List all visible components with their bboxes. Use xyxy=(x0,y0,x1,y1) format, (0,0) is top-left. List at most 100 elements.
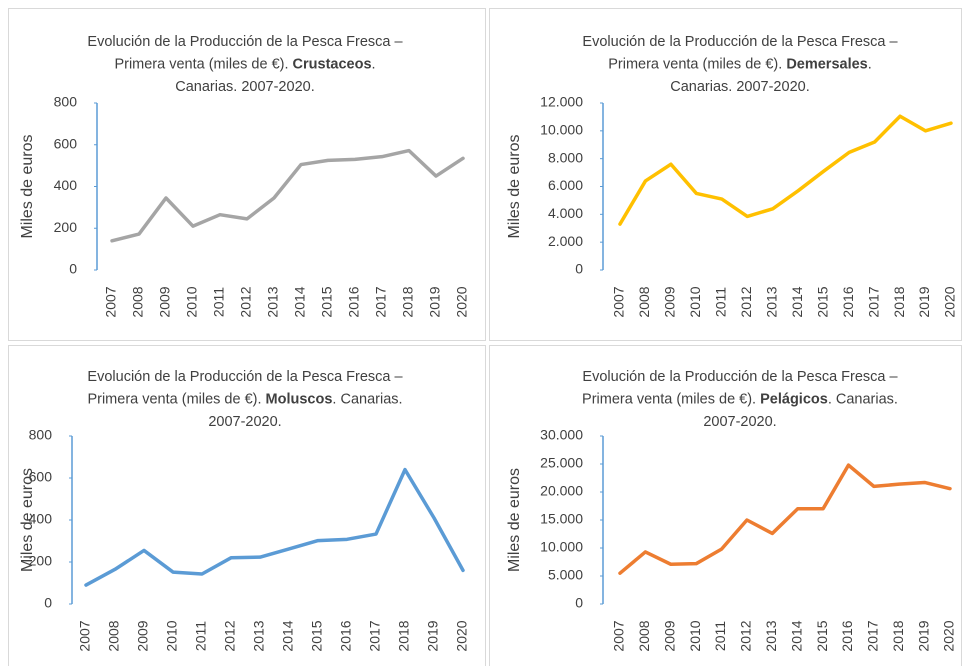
title-run: Evolución de la Producción de la Pesca F… xyxy=(582,34,898,50)
title-run: 2007-2020. xyxy=(703,414,776,430)
x-tick-label: 2012 xyxy=(222,620,238,651)
title-run: . xyxy=(868,56,872,72)
title-run: Evolución de la Producción de la Pesca F… xyxy=(87,34,403,50)
y-tick-label: 4.000 xyxy=(548,205,583,221)
x-tick-label: 2013 xyxy=(763,286,779,317)
x-tick-label: 2013 xyxy=(251,620,267,651)
x-tick-label: 2010 xyxy=(164,620,180,651)
chart-title: 2007-2020. xyxy=(703,414,776,430)
chart-title: 2007-2020. xyxy=(208,414,281,430)
x-tick-label: 2009 xyxy=(135,620,151,651)
y-tick-label: 12.000 xyxy=(540,94,583,110)
title-run: 2007-2020. xyxy=(208,414,281,430)
y-tick-label: 0 xyxy=(575,261,583,277)
x-tick-label: 2019 xyxy=(915,620,931,651)
chart-title: Evolución de la Producción de la Pesca F… xyxy=(87,34,403,50)
y-tick-label: 15.000 xyxy=(540,511,583,527)
x-tick-label: 2015 xyxy=(319,286,335,317)
x-tick-label: 2016 xyxy=(839,620,855,651)
x-tick-label: 2019 xyxy=(916,286,932,317)
title-run: Canarias. 2007-2020. xyxy=(175,79,314,95)
x-tick-label: 2018 xyxy=(400,286,416,317)
chart-title: Primera venta (miles de €). Pelágicos. C… xyxy=(582,391,898,407)
x-tick-label: 2013 xyxy=(763,620,779,651)
x-tick-label: 2009 xyxy=(662,286,678,317)
title-run: . Canarias. xyxy=(828,391,898,407)
title-run: Primera venta (miles de €). xyxy=(114,56,292,72)
title-run: Pelágicos xyxy=(760,391,828,407)
x-tick-label: 2010 xyxy=(687,286,703,317)
x-tick-label: 2011 xyxy=(712,621,728,651)
title-run: Moluscos xyxy=(266,391,333,407)
x-tick-label: 2020 xyxy=(454,620,470,651)
x-tick-label: 2017 xyxy=(367,620,383,651)
title-run: Canarias. 2007-2020. xyxy=(670,79,809,95)
title-run: Primera venta (miles de €). xyxy=(608,56,786,72)
x-tick-label: 2014 xyxy=(280,620,296,651)
title-run: Primera venta (miles de €). xyxy=(582,391,760,407)
x-tick-label: 2018 xyxy=(891,286,907,317)
panel xyxy=(489,345,962,666)
y-tick-label: 25.000 xyxy=(540,455,583,471)
y-tick-label: 0 xyxy=(575,595,583,611)
x-tick-label: 2007 xyxy=(103,286,119,317)
x-tick-label: 2016 xyxy=(840,286,856,317)
y-tick-label: 600 xyxy=(54,135,78,151)
title-run: . xyxy=(372,56,376,72)
x-tick-label: 2011 xyxy=(713,287,729,317)
x-tick-label: 2012 xyxy=(738,620,754,651)
x-tick-label: 2014 xyxy=(789,286,805,317)
data-line xyxy=(618,463,952,575)
y-axis-label: Miles de euros xyxy=(506,134,523,238)
title-run: . Canarias. xyxy=(332,391,402,407)
x-tick-label: 2016 xyxy=(338,620,354,651)
y-tick-label: 400 xyxy=(54,177,78,193)
x-tick-label: 2018 xyxy=(396,620,412,651)
title-run: Demersales xyxy=(786,56,867,72)
y-tick-label: 30.000 xyxy=(540,427,583,443)
y-tick-label: 800 xyxy=(54,94,78,110)
x-tick-label: 2019 xyxy=(427,286,443,317)
x-tick-label: 2020 xyxy=(454,286,470,317)
x-tick-label: 2007 xyxy=(611,620,627,651)
y-tick-label: 20.000 xyxy=(540,483,583,499)
x-tick-label: 2017 xyxy=(865,620,881,651)
x-tick-label: 2013 xyxy=(265,286,281,317)
y-tick-label: 6.000 xyxy=(548,177,583,193)
chart-title: Evolución de la Producción de la Pesca F… xyxy=(582,34,898,50)
y-tick-label: 8.000 xyxy=(548,149,583,165)
x-tick-label: 2012 xyxy=(738,286,754,317)
x-tick-label: 2017 xyxy=(373,286,389,317)
title-run: Crustaceos xyxy=(293,56,372,72)
x-tick-label: 2008 xyxy=(636,620,652,651)
x-tick-label: 2007 xyxy=(611,286,627,317)
y-tick-label: 0 xyxy=(44,595,52,611)
x-tick-label: 2020 xyxy=(942,286,958,317)
chart-title: Canarias. 2007-2020. xyxy=(670,79,809,95)
chart-title: Primera venta (miles de €). Demersales. xyxy=(608,56,872,72)
title-run: Evolución de la Producción de la Pesca F… xyxy=(87,369,403,385)
y-axis-label: Miles de euros xyxy=(506,468,523,572)
x-tick-label: 2011 xyxy=(193,621,209,651)
y-axis-label: Miles de euros xyxy=(19,468,36,572)
panel xyxy=(8,345,486,666)
chart-title: Evolución de la Producción de la Pesca F… xyxy=(582,369,898,385)
y-tick-label: 200 xyxy=(29,553,53,569)
title-run: Evolución de la Producción de la Pesca F… xyxy=(582,369,898,385)
y-tick-label: 2.000 xyxy=(548,233,583,249)
y-tick-label: 10.000 xyxy=(540,539,583,555)
x-tick-label: 2009 xyxy=(157,286,173,317)
x-tick-label: 2009 xyxy=(661,620,677,651)
x-tick-label: 2007 xyxy=(77,620,93,651)
x-tick-label: 2010 xyxy=(687,620,703,651)
x-tick-label: 2012 xyxy=(238,286,254,317)
x-tick-label: 2014 xyxy=(292,286,308,317)
y-tick-label: 800 xyxy=(29,427,53,443)
data-line xyxy=(618,114,953,226)
x-tick-label: 2019 xyxy=(425,620,441,651)
chart-title: Evolución de la Producción de la Pesca F… xyxy=(87,369,403,385)
y-axis-label: Miles de euros xyxy=(19,134,36,238)
x-tick-label: 2014 xyxy=(788,620,804,651)
y-tick-label: 600 xyxy=(29,469,53,485)
